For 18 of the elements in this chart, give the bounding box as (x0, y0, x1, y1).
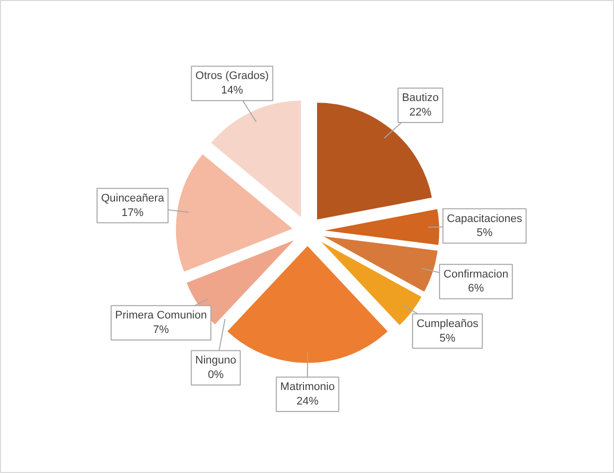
slice-label: Capacitaciones (446, 212, 523, 225)
slice-label: Cumpleaños (416, 318, 479, 330)
data-label: 5% (440, 332, 456, 344)
data-label: 6% (468, 282, 484, 295)
category-label: Ninguno (195, 354, 236, 367)
slice-label: Primera Comunion (115, 310, 207, 322)
slice-label: Otros (Grados) (195, 70, 269, 82)
data-label: 5% (476, 227, 493, 240)
slice-label: Quinceañera (101, 192, 165, 204)
text: 0% (208, 368, 224, 381)
slice-label: Matrimonio (280, 381, 335, 394)
data-label: 7% (153, 324, 170, 336)
data-label: 14% (221, 84, 244, 97)
slice-label: Confirmacion (444, 268, 508, 280)
data-label: 17% (122, 206, 144, 219)
slice-label: Bautizo (402, 92, 439, 104)
data-label: 22% (409, 106, 432, 119)
data-label: 24% (296, 395, 319, 408)
